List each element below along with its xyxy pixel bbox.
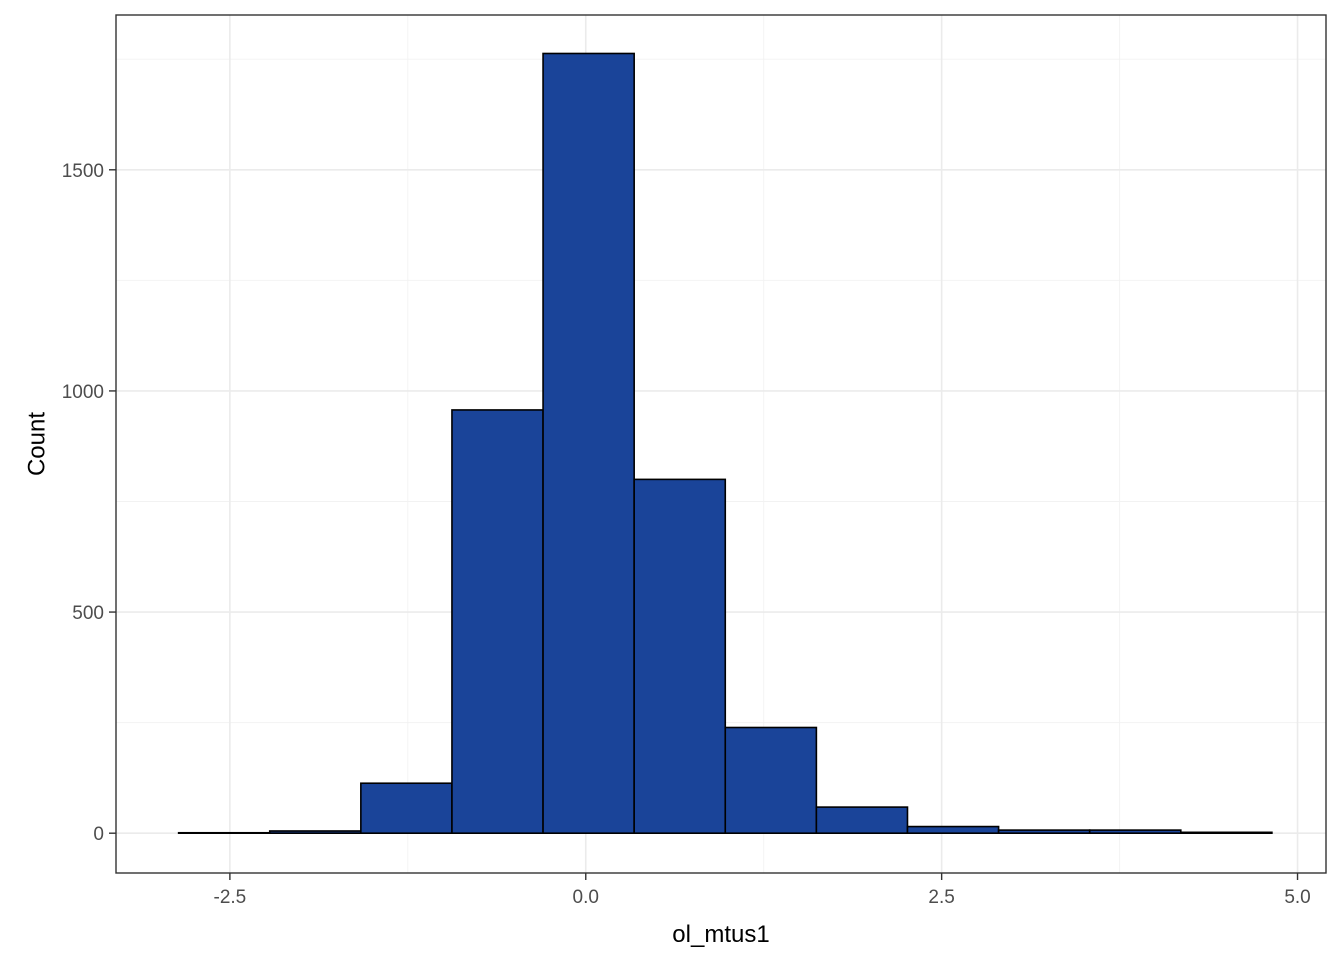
x-tick-label: 5.0: [1284, 887, 1310, 908]
x-axis-title: ol_mtus1: [672, 921, 769, 948]
histogram-bar-10: [997, 829, 1091, 834]
histogram-bar-12: [1180, 831, 1273, 834]
y-tick-label: 1500: [62, 161, 104, 182]
histogram-bar-11: [1088, 829, 1182, 834]
histogram-bar-5: [542, 52, 635, 834]
panel-border: [115, 14, 1327, 874]
y-tick-label: 0: [93, 824, 104, 845]
x-tick-label: 2.5: [928, 887, 954, 908]
histogram-bar-8: [815, 806, 909, 834]
tick-labels: -2.5 0.0 2.5 5.0 0 500 1000 1500: [62, 161, 1311, 908]
histogram-bar-6: [633, 478, 727, 834]
x-tick-label: -2.5: [214, 887, 247, 908]
histogram-bar-3: [360, 782, 453, 834]
y-tick-label: 1000: [62, 382, 104, 403]
histogram-bars: [177, 52, 1273, 834]
axis-ticks: [109, 169, 1299, 880]
y-axis-title: Count: [23, 412, 50, 476]
histogram-bar-2: [268, 830, 362, 834]
y-tick-label: 500: [72, 603, 104, 624]
histogram-bar-7: [724, 726, 818, 834]
x-tick-label: 0.0: [573, 887, 599, 908]
histogram-bar-9: [906, 825, 1000, 834]
histogram-bar-4: [451, 409, 544, 834]
